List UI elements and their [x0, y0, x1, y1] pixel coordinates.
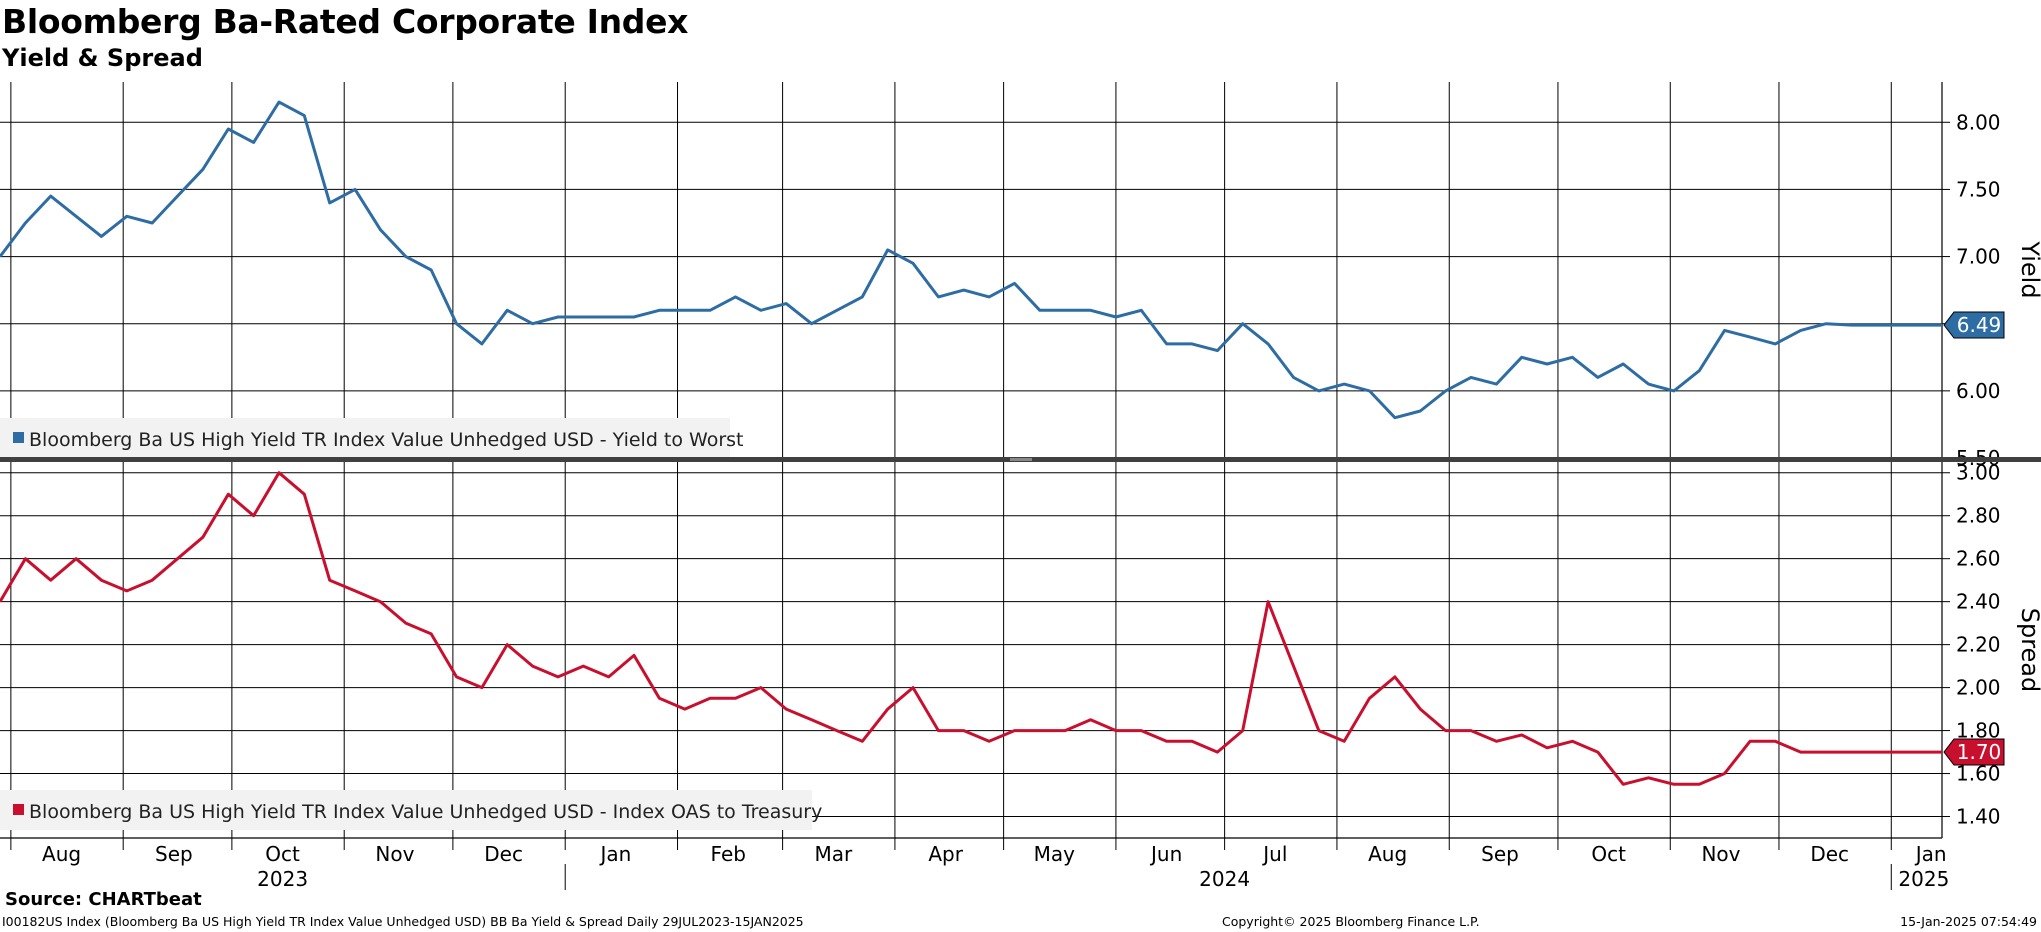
panel-resize-handle — [1010, 458, 1032, 461]
yield-panel: 5.506.006.507.007.508.006.49YieldBloombe… — [0, 82, 2041, 470]
x-month-label: Jan — [1914, 842, 1947, 866]
y-tick-label: 2.80 — [1956, 504, 2001, 528]
y-tick-label: 2.40 — [1956, 590, 2001, 614]
x-month-label: Sep — [1481, 842, 1519, 866]
y-axis-title: Yield — [2016, 240, 2041, 298]
y-tick-label: 6.00 — [1956, 379, 2001, 403]
x-month-label: Aug — [1368, 842, 1407, 866]
x-month-label: Nov — [1701, 842, 1740, 866]
footer-timestamp: 15-Jan-2025 07:54:49 — [1900, 914, 2037, 929]
footer-index-info: I00182US Index (Bloomberg Ba US High Yie… — [2, 914, 804, 929]
y-tick-label: 1.40 — [1956, 805, 2001, 829]
y-tick-label: 7.50 — [1956, 177, 2001, 201]
last-value-tag: 1.70 — [1943, 738, 2005, 766]
x-month-label: Jan — [599, 842, 632, 866]
y-tick-label: 2.60 — [1956, 547, 2001, 571]
x-year-label: 2023 — [257, 867, 308, 891]
legend-label: Bloomberg Ba US High Yield TR Index Valu… — [29, 801, 822, 823]
x-month-label: Dec — [1810, 842, 1849, 866]
last-value-marker — [1943, 311, 2005, 339]
x-month-label: Feb — [711, 842, 746, 866]
x-month-label: Aug — [42, 842, 81, 866]
legend: Bloomberg Ba US High Yield TR Index Valu… — [0, 790, 822, 830]
x-axis: Aug Sep Oct Nov Dec Jan Feb Mar Apr May Jun Jul Aug S… — [0, 837, 1949, 891]
chart-subtitle: Yield & Spread — [2, 44, 203, 72]
footer-copyright: Copyright© 2025 Bloomberg Finance L.P. — [1222, 914, 1480, 929]
x-month-label: Apr — [928, 842, 963, 866]
x-month-label: Oct — [1591, 842, 1626, 866]
x-month-label: Jun — [1149, 842, 1182, 866]
legend-background — [0, 418, 730, 458]
spread-line — [0, 471, 1942, 786]
last-value-tag: 6.49 — [1943, 311, 2005, 339]
last-value-label: 1.70 — [1957, 740, 2002, 764]
last-value-marker — [1943, 738, 2005, 766]
spread-panel: 1.401.601.802.002.202.402.602.803.001.70… — [0, 461, 2041, 838]
y-tick-label: 2.00 — [1956, 676, 2001, 700]
chart-title: Bloomberg Ba-Rated Corporate Index — [2, 2, 689, 41]
yield-line — [0, 100, 1942, 420]
x-month-label: May — [1034, 842, 1076, 866]
x-year-label: 2025 — [1898, 867, 1949, 891]
x-month-label: Nov — [375, 842, 414, 866]
legend-background — [0, 790, 812, 830]
y-axis-title: Spread — [2016, 608, 2041, 693]
legend-swatch — [13, 804, 24, 815]
source-note: Source: CHARTbeat — [5, 889, 202, 910]
legend-label: Bloomberg Ba US High Yield TR Index Valu… — [29, 429, 744, 451]
last-value-label: 6.49 — [1957, 313, 2002, 337]
x-month-label: Sep — [155, 842, 193, 866]
y-tick-label: 2.20 — [1956, 633, 2001, 657]
y-tick-label: 8.00 — [1956, 110, 2001, 134]
x-month-label: Jul — [1261, 842, 1287, 866]
y-tick-label: 3.00 — [1956, 461, 2001, 485]
y-tick-label: 7.00 — [1956, 245, 2001, 269]
legend-swatch — [13, 432, 24, 443]
x-month-label: Oct — [265, 842, 300, 866]
legend: Bloomberg Ba US High Yield TR Index Valu… — [0, 418, 744, 458]
x-month-label: Mar — [814, 842, 853, 866]
x-year-label: 2024 — [1199, 867, 1250, 891]
x-month-label: Dec — [484, 842, 523, 866]
